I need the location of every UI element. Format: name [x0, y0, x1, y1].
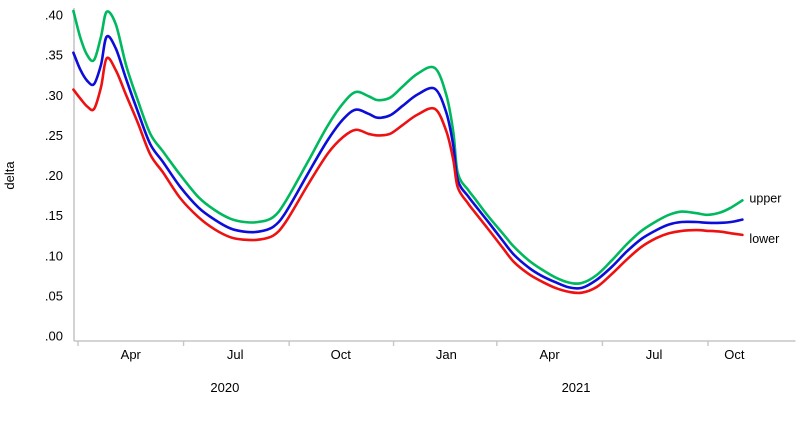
series-upper-end-label: upper — [749, 191, 781, 205]
y-tick-label: .05 — [45, 288, 63, 303]
y-tick-label: .20 — [45, 168, 63, 183]
x-month-label: Apr — [540, 347, 561, 362]
x-month-label: Oct — [331, 347, 352, 362]
y-tick-label: .00 — [45, 329, 63, 344]
series-lower-end-label: lower — [749, 232, 779, 246]
y-tick-label: .10 — [45, 248, 63, 263]
x-year-label: 2021 — [562, 380, 591, 395]
x-month-label: Jul — [646, 347, 663, 362]
y-tick-label: .35 — [45, 48, 63, 63]
x-month-label: Jan — [436, 347, 457, 362]
series-lower-line — [72, 56, 744, 295]
series-upper-line — [72, 9, 744, 286]
y-tick-label: .25 — [45, 128, 63, 143]
x-month-label: Oct — [724, 347, 745, 362]
y-tick-label: .15 — [45, 208, 63, 223]
y-tick-label: .30 — [45, 88, 63, 103]
x-year-label: 2020 — [210, 380, 239, 395]
series-mid-line — [72, 34, 744, 290]
x-month-label: Apr — [121, 347, 142, 362]
y-axis-title: delta — [2, 161, 17, 190]
x-month-label: Jul — [227, 347, 244, 362]
y-tick-label: .40 — [45, 8, 63, 23]
